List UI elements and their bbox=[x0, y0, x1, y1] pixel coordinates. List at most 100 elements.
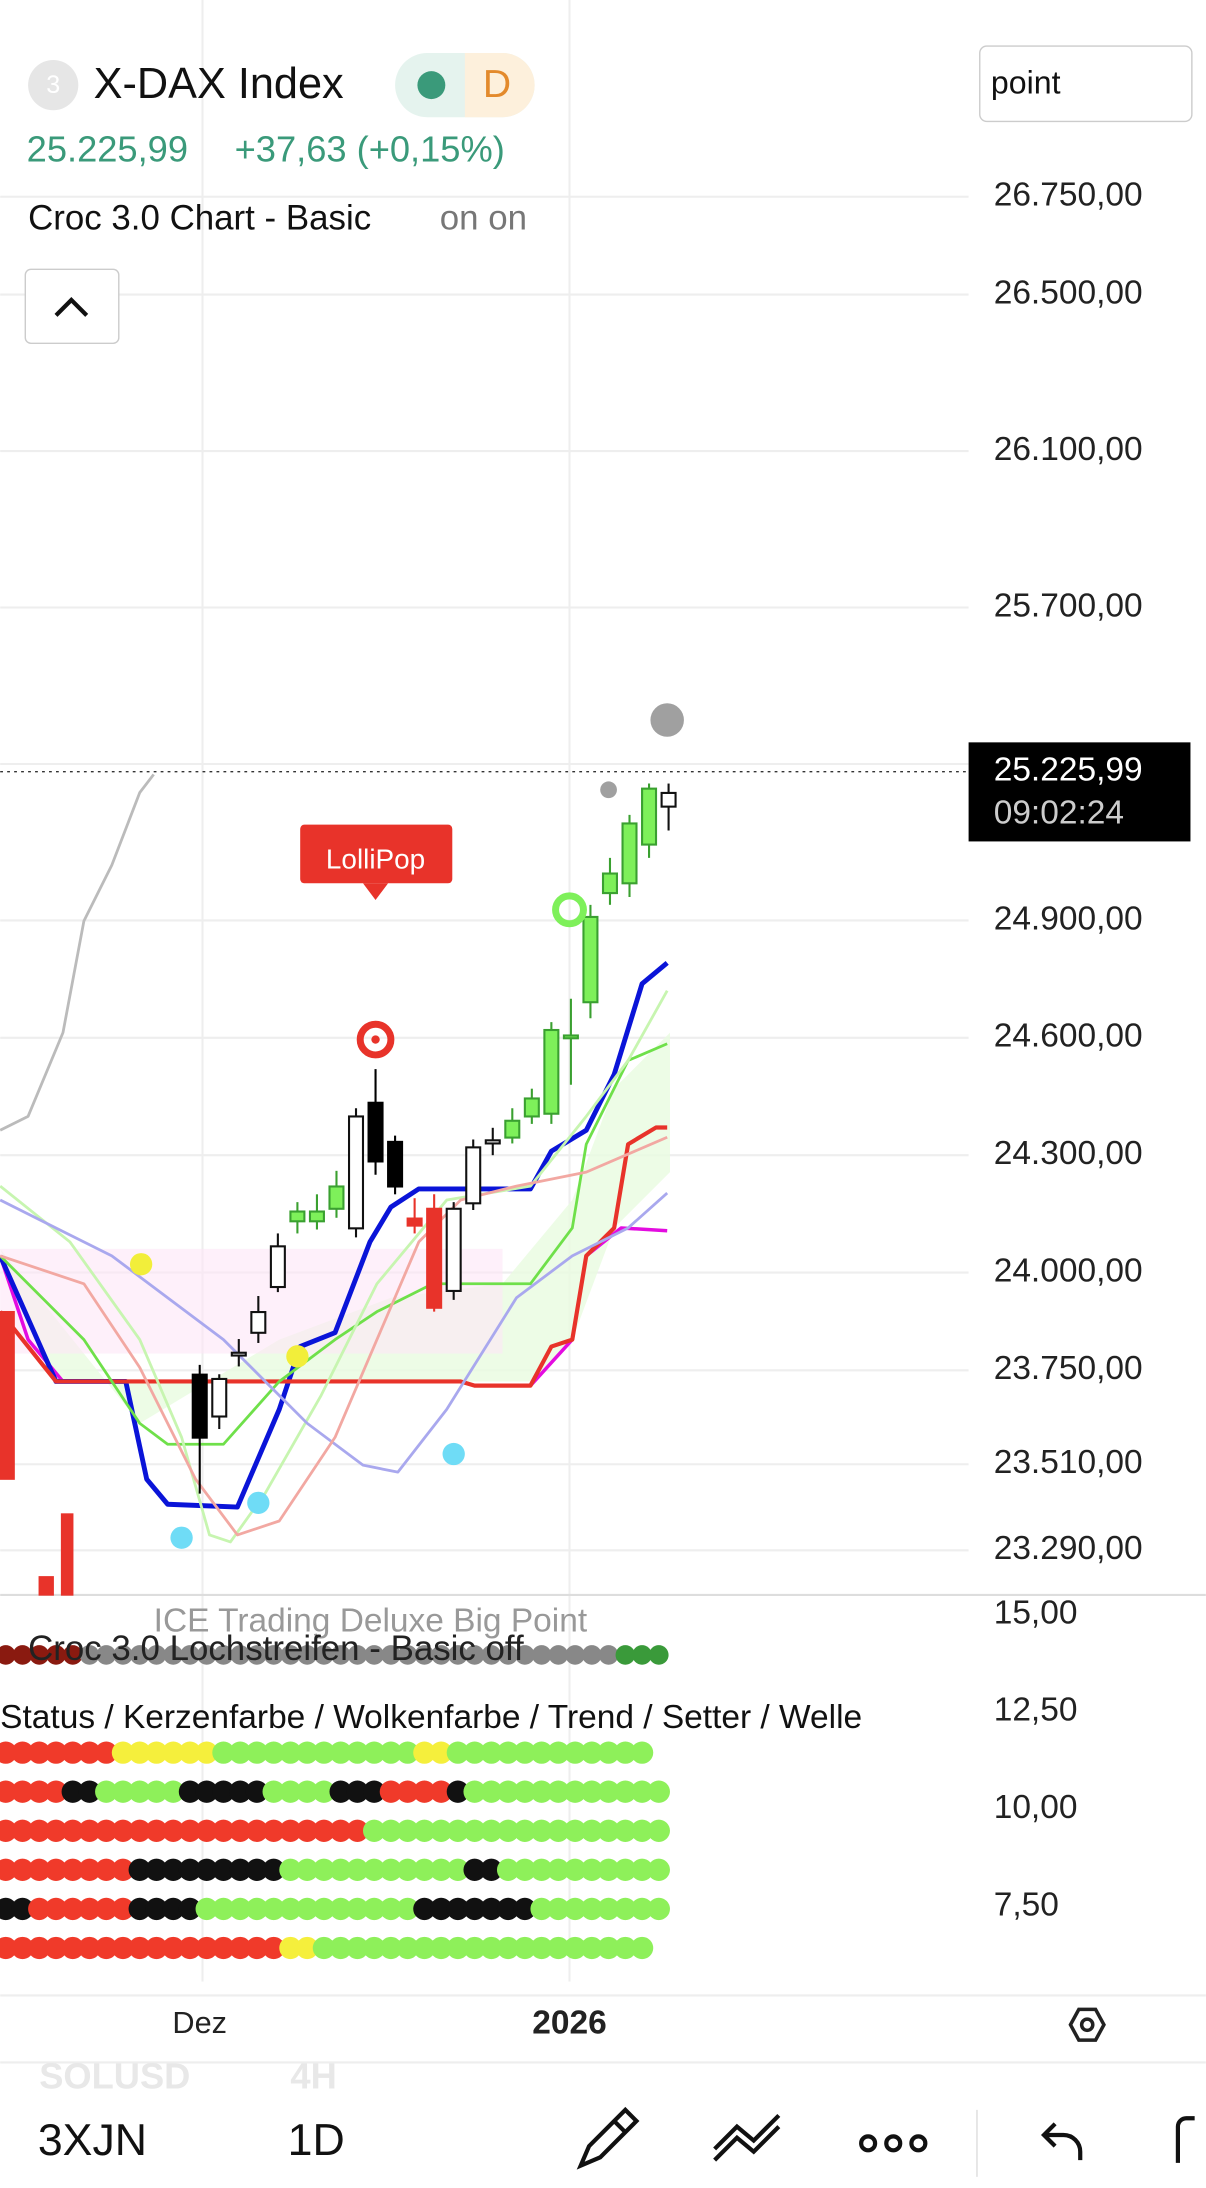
status-dot bbox=[614, 1780, 637, 1803]
indicator-name[interactable]: Croc 3.0 Chart - Basic bbox=[28, 199, 371, 238]
status-dot bbox=[61, 1741, 84, 1764]
status-dot bbox=[11, 1936, 34, 1960]
toolbar-symbol[interactable]: 3XJN bbox=[38, 2116, 147, 2165]
status-dot bbox=[346, 1780, 369, 1803]
status-dot bbox=[580, 1858, 603, 1882]
status-dot bbox=[330, 1645, 351, 1665]
status-dot bbox=[413, 1741, 436, 1764]
status-dot bbox=[145, 1936, 168, 1960]
status-dot bbox=[647, 1858, 670, 1882]
status-dot bbox=[463, 1819, 486, 1842]
status-dot bbox=[61, 1897, 84, 1921]
status-dot bbox=[162, 1741, 185, 1764]
status-dot bbox=[178, 1897, 202, 1921]
status-dot bbox=[429, 1936, 453, 1960]
status-dot bbox=[362, 1936, 386, 1960]
marker bbox=[600, 781, 617, 799]
status-dot bbox=[195, 1897, 218, 1921]
status-dot bbox=[530, 1819, 553, 1842]
status-dot bbox=[145, 1858, 168, 1882]
status-dot bbox=[563, 1936, 587, 1960]
status-dot bbox=[280, 1645, 301, 1665]
status-dot bbox=[178, 1819, 202, 1842]
status-dot bbox=[597, 1780, 620, 1803]
status-dot bbox=[111, 1780, 135, 1803]
symbol[interactable]: X-DAX Index bbox=[94, 60, 344, 108]
status-dot bbox=[346, 1819, 369, 1842]
status-dot bbox=[630, 1819, 654, 1842]
status-dot bbox=[245, 1858, 269, 1882]
status-dot bbox=[95, 1858, 118, 1882]
candle-body bbox=[660, 791, 677, 808]
status-dot bbox=[111, 1936, 135, 1960]
status-dot bbox=[262, 1936, 285, 1960]
status-dot bbox=[263, 1645, 284, 1665]
lower-title[interactable]: Croc 3.0 Lochstreifen - Basic off bbox=[28, 1629, 524, 1668]
status-dot bbox=[212, 1936, 235, 1960]
status-dot bbox=[346, 1897, 369, 1921]
status-dot bbox=[429, 1741, 453, 1764]
status-dot bbox=[61, 1819, 84, 1842]
status-dot bbox=[346, 1858, 369, 1882]
candle-body bbox=[582, 915, 599, 1004]
status-dot bbox=[28, 1936, 51, 1960]
status-dot bbox=[513, 1780, 537, 1803]
status-dot bbox=[78, 1897, 101, 1921]
status-dot bbox=[312, 1858, 336, 1882]
status-dot bbox=[195, 1741, 218, 1764]
status-dot bbox=[379, 1780, 403, 1803]
status-dot bbox=[530, 1741, 553, 1764]
status-dot bbox=[580, 1780, 603, 1803]
collapse-button[interactable] bbox=[24, 268, 120, 344]
status-dot bbox=[229, 1741, 252, 1764]
status-dot bbox=[296, 1936, 319, 1960]
status-dot bbox=[530, 1936, 553, 1960]
status-dot bbox=[145, 1741, 168, 1764]
annotation: LolliPop bbox=[326, 843, 425, 874]
status-dot bbox=[262, 1858, 285, 1882]
status-dot bbox=[414, 1645, 435, 1665]
status-dot bbox=[61, 1936, 84, 1960]
status-dot bbox=[128, 1897, 151, 1921]
status-dot bbox=[464, 1645, 485, 1665]
status-dot bbox=[78, 1741, 101, 1764]
time-label: Dez bbox=[172, 2005, 227, 2040]
marker bbox=[552, 892, 587, 928]
status-dot bbox=[647, 1897, 670, 1921]
status-dot bbox=[630, 1858, 654, 1882]
status-dot bbox=[649, 1645, 669, 1665]
status-dot bbox=[547, 1858, 570, 1882]
annotation-tag bbox=[300, 824, 453, 884]
status-dot bbox=[329, 1780, 352, 1803]
lower-tick-label: 15,00 bbox=[994, 1594, 1078, 1631]
status-dot bbox=[647, 1780, 670, 1803]
status-dot bbox=[61, 1858, 84, 1882]
status-dot bbox=[312, 1819, 336, 1842]
status-dot bbox=[229, 1780, 252, 1803]
status-dot bbox=[44, 1858, 68, 1882]
status-dot bbox=[111, 1741, 135, 1764]
status-dot bbox=[515, 1645, 535, 1665]
status-dot bbox=[178, 1741, 202, 1764]
scale-input[interactable] bbox=[979, 45, 1193, 123]
status-dot bbox=[128, 1741, 151, 1764]
toolbar-icons[interactable] bbox=[576, 2106, 1195, 2170]
status-dot bbox=[446, 1858, 470, 1882]
status-dot bbox=[632, 1645, 652, 1665]
status-dot bbox=[496, 1936, 520, 1960]
status-dot bbox=[463, 1858, 486, 1882]
status-dot bbox=[111, 1897, 135, 1921]
status-dot bbox=[29, 1645, 50, 1665]
status-dot bbox=[279, 1936, 302, 1960]
interval-badge[interactable]: D bbox=[483, 63, 511, 106]
status-dot bbox=[498, 1645, 518, 1665]
toolbar-interval[interactable]: 1D bbox=[288, 2116, 345, 2165]
status-dot bbox=[212, 1897, 235, 1921]
status-dot bbox=[11, 1858, 34, 1882]
status-dot bbox=[396, 1897, 419, 1921]
status-dot bbox=[530, 1858, 553, 1882]
status-dot bbox=[0, 1780, 17, 1803]
status-dot bbox=[28, 1780, 51, 1803]
status-dot bbox=[314, 1645, 334, 1665]
